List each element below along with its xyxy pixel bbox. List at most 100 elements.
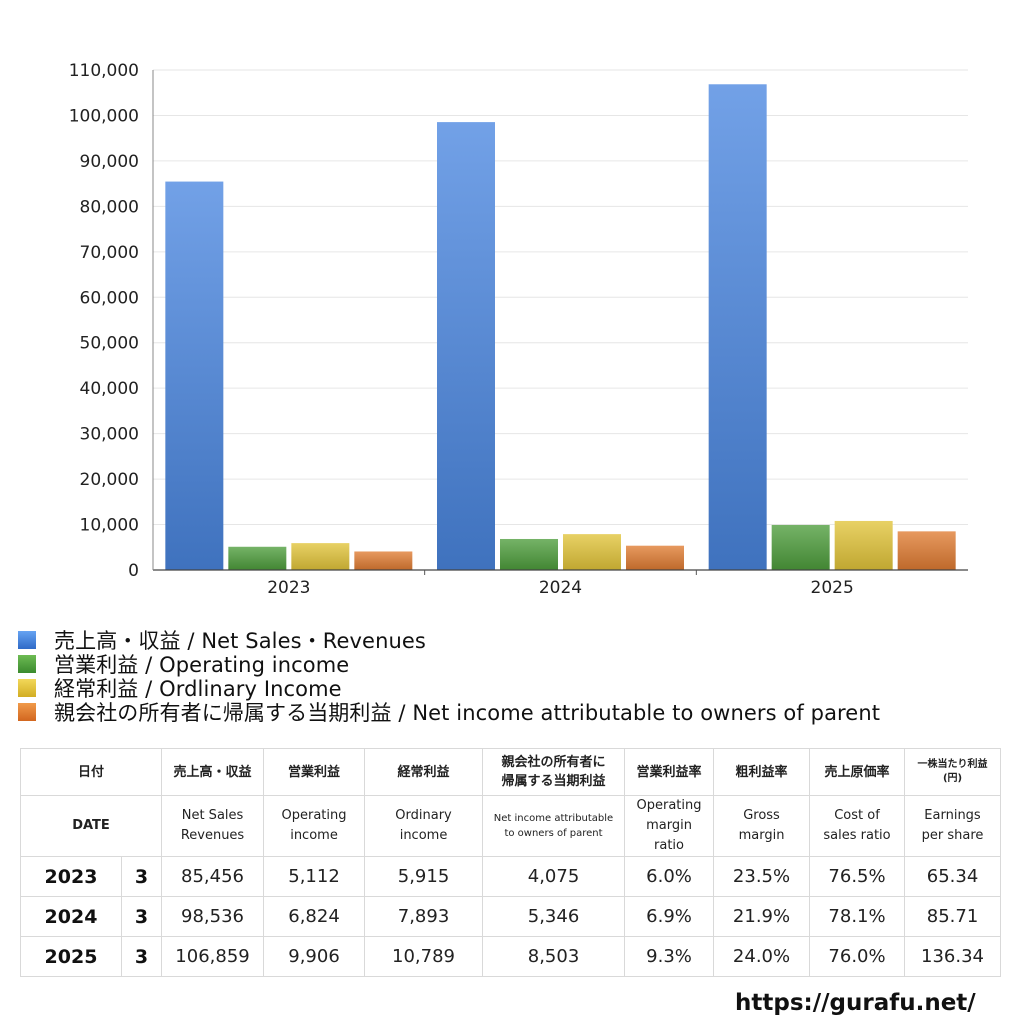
y-tick-label: 0	[128, 561, 139, 581]
y-tick-label: 10,000	[80, 516, 139, 536]
cell-gross-margin: 21.9%	[713, 896, 811, 937]
cell-net-income: 8,503	[482, 936, 626, 977]
header-cost-ratio-en-line1: Cost of	[834, 808, 880, 823]
cell-year: 2024	[20, 896, 122, 937]
y-axis-ticks: 0 10,000 20,000 30,000 40,000 50,000 60,000 70,…	[69, 61, 139, 581]
site-url[interactable]: https://gurafu.net/	[735, 990, 976, 1016]
header-operating-income-en-line2: income	[290, 828, 338, 843]
header-op-margin-en-line3: ratio	[654, 838, 684, 853]
header-operating-income-en-line1: Operating	[281, 808, 347, 823]
chart-legend: 売上高・収益 / Net Sales・Revenues 営業利益 / Opera…	[18, 628, 1018, 725]
cell-op-margin: 9.3%	[624, 936, 715, 977]
bar-2025-series-3	[897, 531, 956, 570]
header-eps-en: Earnings per share	[904, 795, 1002, 857]
header-ordinary-income-en-line2: income	[399, 828, 448, 843]
header-op-margin-en-line2: margin	[646, 818, 692, 833]
y-tick-label: 40,000	[80, 379, 139, 399]
x-axis-ticks: 2023 2024 2025	[267, 570, 854, 598]
bar-2023-series-2	[291, 543, 350, 570]
cell-month: 3	[120, 896, 163, 937]
legend-item-operating-income: 営業利益 / Operating income	[18, 652, 1018, 677]
table-row: 2025 3 106,859 9,906 10,789 8,503 9.3% 2…	[20, 936, 1002, 977]
cell-net-income: 4,075	[482, 856, 626, 897]
y-tick-label: 30,000	[80, 425, 139, 445]
y-tick-label: 60,000	[80, 288, 139, 308]
y-tick-label: 110,000	[69, 61, 139, 81]
header-net-sales-jp: 売上高・収益	[161, 748, 265, 796]
cell-ordinary-income: 10,789	[364, 936, 484, 977]
x-tick-label: 2024	[539, 578, 582, 598]
cell-year: 2025	[20, 936, 122, 977]
header-gross-margin-jp: 粗利益率	[713, 748, 811, 796]
bar-2025-series-0	[708, 84, 767, 570]
y-tick-label: 90,000	[80, 152, 139, 172]
cell-month: 3	[120, 936, 163, 977]
header-cost-ratio-en-line2: sales ratio	[823, 828, 891, 843]
cell-operating-income: 5,112	[263, 856, 366, 897]
legend-swatch-net-sales	[18, 631, 36, 649]
y-tick-label: 50,000	[80, 334, 139, 354]
header-gross-margin-en-line2: margin	[738, 828, 785, 843]
bar-2024-series-1	[500, 538, 558, 570]
x-tick-label: 2023	[267, 578, 310, 598]
bar-2023-series-0	[165, 181, 224, 570]
header-eps-jp-line2: (円)	[942, 773, 963, 784]
table-header-english: DATE Net Sales Revenues Operating income O…	[19, 795, 1002, 857]
legend-swatch-ordinary-income	[18, 679, 36, 697]
legend-label-net-income: 親会社の所有者に帰属する当期利益 / Net income attributab…	[54, 701, 881, 725]
cell-op-margin: 6.9%	[624, 896, 715, 937]
header-net-income-jp-line2: 帰属する当期利益	[501, 774, 606, 789]
cell-gross-margin: 24.0%	[713, 936, 811, 977]
header-ordinary-income-jp: 経常利益	[364, 748, 484, 796]
cell-net-sales: 85,456	[161, 856, 265, 897]
header-gross-margin-en: Gross margin	[713, 795, 811, 857]
legend-label-net-sales: 売上高・収益 / Net Sales・Revenues	[54, 629, 426, 653]
bar-2023-series-3	[354, 551, 413, 570]
cell-operating-income: 9,906	[263, 936, 366, 977]
header-date-en: DATE	[19, 795, 163, 857]
legend-label-ordinary-income: 経常利益 / Ordlinary Income	[54, 677, 342, 701]
chart-grid	[153, 69, 968, 526]
chart-axes	[152, 70, 968, 571]
y-tick-label: 20,000	[80, 470, 139, 490]
header-net-sales-en-line2: Revenues	[180, 828, 245, 843]
header-ordinary-income-en: Ordinary income	[364, 795, 484, 857]
header-net-sales-en: Net Sales Revenues	[161, 795, 265, 857]
header-op-margin-en-line1: Operating	[636, 798, 702, 813]
bar-2024-series-3	[626, 545, 684, 570]
y-tick-label: 100,000	[69, 106, 139, 126]
legend-item-net-income: 親会社の所有者に帰属する当期利益 / Net income attributab…	[18, 700, 1018, 725]
cell-cost-ratio: 76.5%	[809, 856, 906, 897]
bar-2025-series-1	[771, 524, 830, 570]
legend-item-net-sales: 売上高・収益 / Net Sales・Revenues	[18, 628, 1018, 653]
bar-2023-series-1	[228, 546, 287, 570]
legend-item-ordinary-income: 経常利益 / Ordlinary Income	[18, 676, 1018, 701]
cell-operating-income: 6,824	[263, 896, 366, 937]
bar-2025-series-2	[834, 520, 893, 570]
header-operating-income-en: Operating income	[263, 795, 366, 857]
header-net-sales-en-line1: Net Sales	[181, 808, 244, 823]
header-date-jp: 日付	[19, 748, 163, 796]
header-eps-en-line1: Earnings	[924, 808, 981, 823]
legend-label-operating-income: 営業利益 / Operating income	[54, 653, 350, 677]
financial-data-table: 日付 売上高・収益 営業利益 経常利益 親会社の所有者に 帰属する当期利益 営業利…	[19, 748, 1002, 977]
cell-gross-margin: 23.5%	[713, 856, 811, 897]
cell-net-sales: 106,859	[161, 936, 265, 977]
bar-2024-series-0	[437, 122, 495, 570]
header-eps-en-line2: per share	[921, 828, 984, 843]
cell-eps: 85.71	[904, 896, 1002, 937]
cell-year: 2023	[20, 856, 122, 897]
cell-ordinary-income: 7,893	[364, 896, 484, 937]
bar-2024-series-2	[563, 534, 621, 570]
x-tick-label: 2025	[811, 578, 854, 598]
header-eps-jp: 一株当たり利益 (円)	[904, 748, 1002, 796]
cell-op-margin: 6.0%	[624, 856, 715, 897]
bar-chart: 0 10,000 20,000 30,000 40,000 50,000 60,000 70,…	[69, 61, 968, 598]
header-net-income-en: Net income attributable to owners of pare…	[482, 795, 626, 857]
header-operating-income-jp: 営業利益	[263, 748, 366, 796]
table-header-japanese: 日付 売上高・収益 営業利益 経常利益 親会社の所有者に 帰属する当期利益 営業利…	[19, 748, 1002, 796]
header-eps-jp-line1: 一株当たり利益	[917, 759, 988, 770]
header-ordinary-income-en-line1: Ordinary	[395, 808, 452, 823]
cell-net-income: 5,346	[482, 896, 626, 937]
header-cost-ratio-jp: 売上原価率	[809, 748, 906, 796]
